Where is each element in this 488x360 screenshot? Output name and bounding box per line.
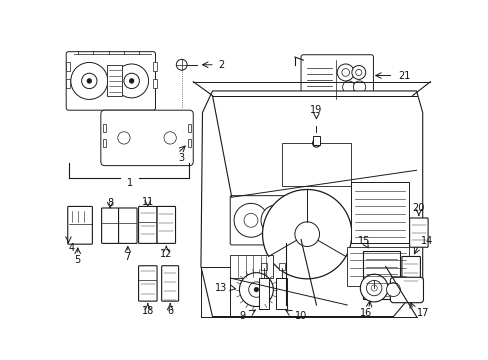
FancyBboxPatch shape [157,206,175,243]
Circle shape [71,62,107,99]
Circle shape [87,78,91,83]
FancyBboxPatch shape [401,256,420,291]
Text: 14: 14 [420,236,432,246]
Bar [276,278,286,309]
FancyBboxPatch shape [118,208,137,243]
Bar [153,62,157,71]
Circle shape [355,69,361,76]
Text: 10: 10 [294,311,306,321]
Circle shape [129,78,134,83]
Text: 18: 18 [142,306,154,316]
Text: 6: 6 [167,306,173,316]
Bar [66,62,70,71]
Text: 8: 8 [107,198,113,208]
Text: 1: 1 [127,177,133,188]
Bar [380,288,392,296]
FancyBboxPatch shape [162,266,178,301]
Bar [313,136,319,145]
Circle shape [261,205,291,236]
Circle shape [262,189,351,279]
FancyBboxPatch shape [301,55,373,104]
Circle shape [239,273,273,306]
Circle shape [360,274,387,302]
Text: 7: 7 [124,252,131,262]
Circle shape [115,64,148,98]
FancyBboxPatch shape [102,208,118,243]
Circle shape [163,132,176,144]
FancyBboxPatch shape [101,110,193,166]
Text: 13: 13 [214,283,226,293]
Circle shape [244,213,257,227]
Circle shape [254,287,258,292]
Text: 5: 5 [75,255,81,265]
FancyBboxPatch shape [409,218,427,247]
Bar [258,278,269,309]
FancyBboxPatch shape [230,195,294,245]
Circle shape [353,81,365,93]
Text: 19: 19 [310,105,322,115]
Bar [350,182,408,243]
Bar [261,263,266,270]
Text: 16: 16 [360,309,372,319]
FancyBboxPatch shape [68,206,92,244]
Circle shape [351,66,365,80]
Text: 11: 11 [142,197,154,207]
Bar [103,124,106,132]
Text: 20: 20 [412,203,424,213]
Circle shape [294,222,319,247]
Bar [66,78,70,88]
Circle shape [341,69,349,76]
Circle shape [270,214,282,226]
Circle shape [234,203,267,237]
Bar [103,139,106,147]
Bar [281,143,350,186]
Bar [362,251,399,299]
Text: 9: 9 [239,311,245,321]
Circle shape [176,59,187,70]
Bar [365,288,377,296]
Text: 12: 12 [160,249,172,259]
Bar [187,124,190,132]
Text: 21: 21 [397,71,409,81]
Circle shape [342,81,354,93]
FancyBboxPatch shape [138,266,157,301]
Bar [153,78,157,88]
Circle shape [312,139,320,147]
FancyBboxPatch shape [66,52,155,110]
Circle shape [248,282,264,297]
Text: 2: 2 [218,60,224,70]
Text: 15: 15 [357,236,369,246]
Circle shape [81,73,97,89]
Text: 17: 17 [416,309,428,319]
Bar [187,139,190,147]
Text: 4: 4 [68,243,75,253]
Circle shape [386,283,400,297]
FancyBboxPatch shape [389,277,423,303]
Circle shape [118,132,130,144]
Bar [107,65,122,95]
Bar [278,263,285,270]
Polygon shape [201,91,422,316]
Circle shape [366,280,381,296]
Bar [346,247,408,286]
Bar [230,255,272,278]
Text: 3: 3 [178,153,184,163]
Circle shape [337,64,353,81]
FancyBboxPatch shape [138,206,157,243]
Circle shape [370,285,377,291]
Circle shape [123,73,139,89]
